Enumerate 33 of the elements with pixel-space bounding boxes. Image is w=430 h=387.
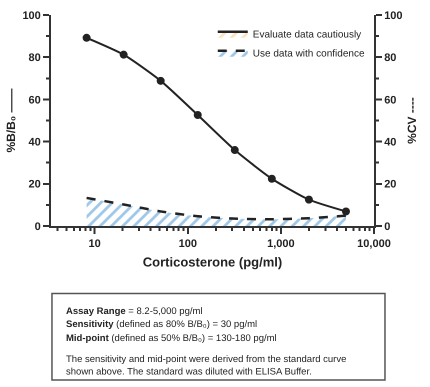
text: Assay Range = 8.2-5,000 pg/ml bbox=[66, 306, 203, 317]
point bbox=[304, 196, 313, 204]
legend-label: Use data with confidence bbox=[252, 48, 365, 60]
point bbox=[342, 207, 350, 216]
text: Mid-point (defined as 50% B/B₀) = 130-180 pg/ml bbox=[66, 333, 277, 344]
text: Sensitivity (defined as 80% B/B₀) = 30 pg/ml bbox=[66, 319, 258, 330]
y2-axis-title: %CV ---- bbox=[404, 97, 419, 144]
point bbox=[230, 146, 239, 154]
y-tick-label: 40 bbox=[28, 136, 41, 148]
y2-tick-label: 0 bbox=[384, 220, 390, 233]
y-tick-label: 100 bbox=[22, 10, 41, 22]
point bbox=[120, 50, 128, 59]
y-axis-title: %B/B₀ —— bbox=[4, 88, 18, 153]
y-tick-label: 80 bbox=[28, 52, 41, 64]
y-tick-label: 60 bbox=[28, 94, 41, 106]
y2-tick-label: 20 bbox=[384, 178, 396, 191]
y2-tick-label: 60 bbox=[384, 94, 396, 106]
point bbox=[156, 76, 165, 85]
legend-label: Evaluate data cautiously bbox=[252, 30, 362, 41]
x-axis-title: Corticosterone (pg/ml) bbox=[142, 254, 282, 270]
y2-tick-label: 80 bbox=[384, 52, 396, 64]
point bbox=[268, 174, 276, 183]
x-tick-label: 1,000 bbox=[267, 238, 295, 250]
y-tick-label: 20 bbox=[28, 178, 41, 191]
y2-tick-label: 100 bbox=[384, 10, 403, 22]
point bbox=[194, 111, 202, 120]
x-tick-label: 100 bbox=[178, 238, 197, 250]
y-tick-label: 0 bbox=[34, 220, 41, 233]
point bbox=[82, 34, 91, 42]
x-tick-label: 10 bbox=[88, 238, 101, 250]
x-tick-label: 10,000 bbox=[357, 238, 391, 250]
text: The sensitivity and mid-point were derived from the standard curve shown above. The standard was diluted with ELISA Buffer. bbox=[66, 354, 346, 378]
y2-tick-label: 40 bbox=[384, 136, 396, 148]
